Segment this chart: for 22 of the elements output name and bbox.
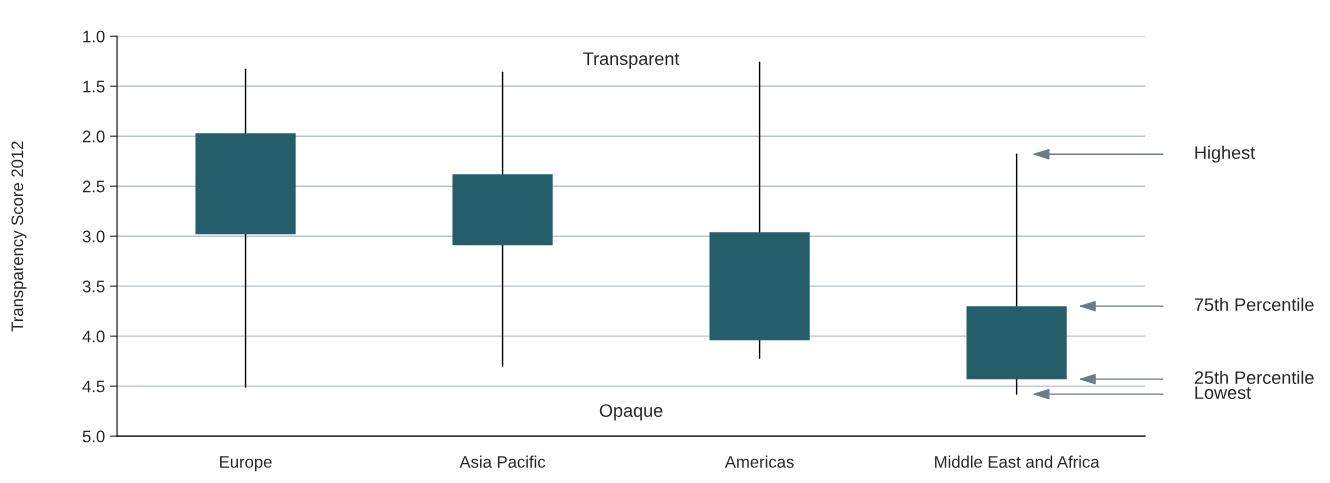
y-tick-label: 5.0	[82, 430, 105, 443]
x-tick-label: Asia Pacific	[459, 455, 546, 468]
y-tick-label: 2.0	[82, 130, 105, 143]
y-tick-label: 1.0	[83, 30, 105, 43]
candlestick	[452, 71, 553, 367]
text: Lowest	[1195, 386, 1252, 399]
annotation: Opaque	[599, 404, 663, 421]
candlestick	[195, 68, 296, 388]
y-tick-label: 4.0	[82, 330, 105, 343]
x-tick-label: Middle East and Africa	[935, 455, 1100, 468]
y-axis-title: Transparency Score 2012	[11, 141, 27, 332]
y-tick-label: 4.5	[82, 380, 105, 393]
y-tick-label: 3.0	[82, 230, 105, 243]
x-tick-label: Europe	[220, 456, 272, 472]
text: Highest	[1195, 145, 1256, 163]
y-tick-label: 1.5	[83, 80, 105, 93]
y-tick-label: 3.5	[82, 280, 105, 293]
x-tick-label: Americas	[724, 455, 794, 468]
text: 75th Percentile	[1194, 297, 1314, 312]
y-tick-label: 2.5	[82, 180, 105, 193]
annotation: Transparent	[583, 52, 680, 69]
text: 25th Percentile	[1194, 370, 1314, 385]
